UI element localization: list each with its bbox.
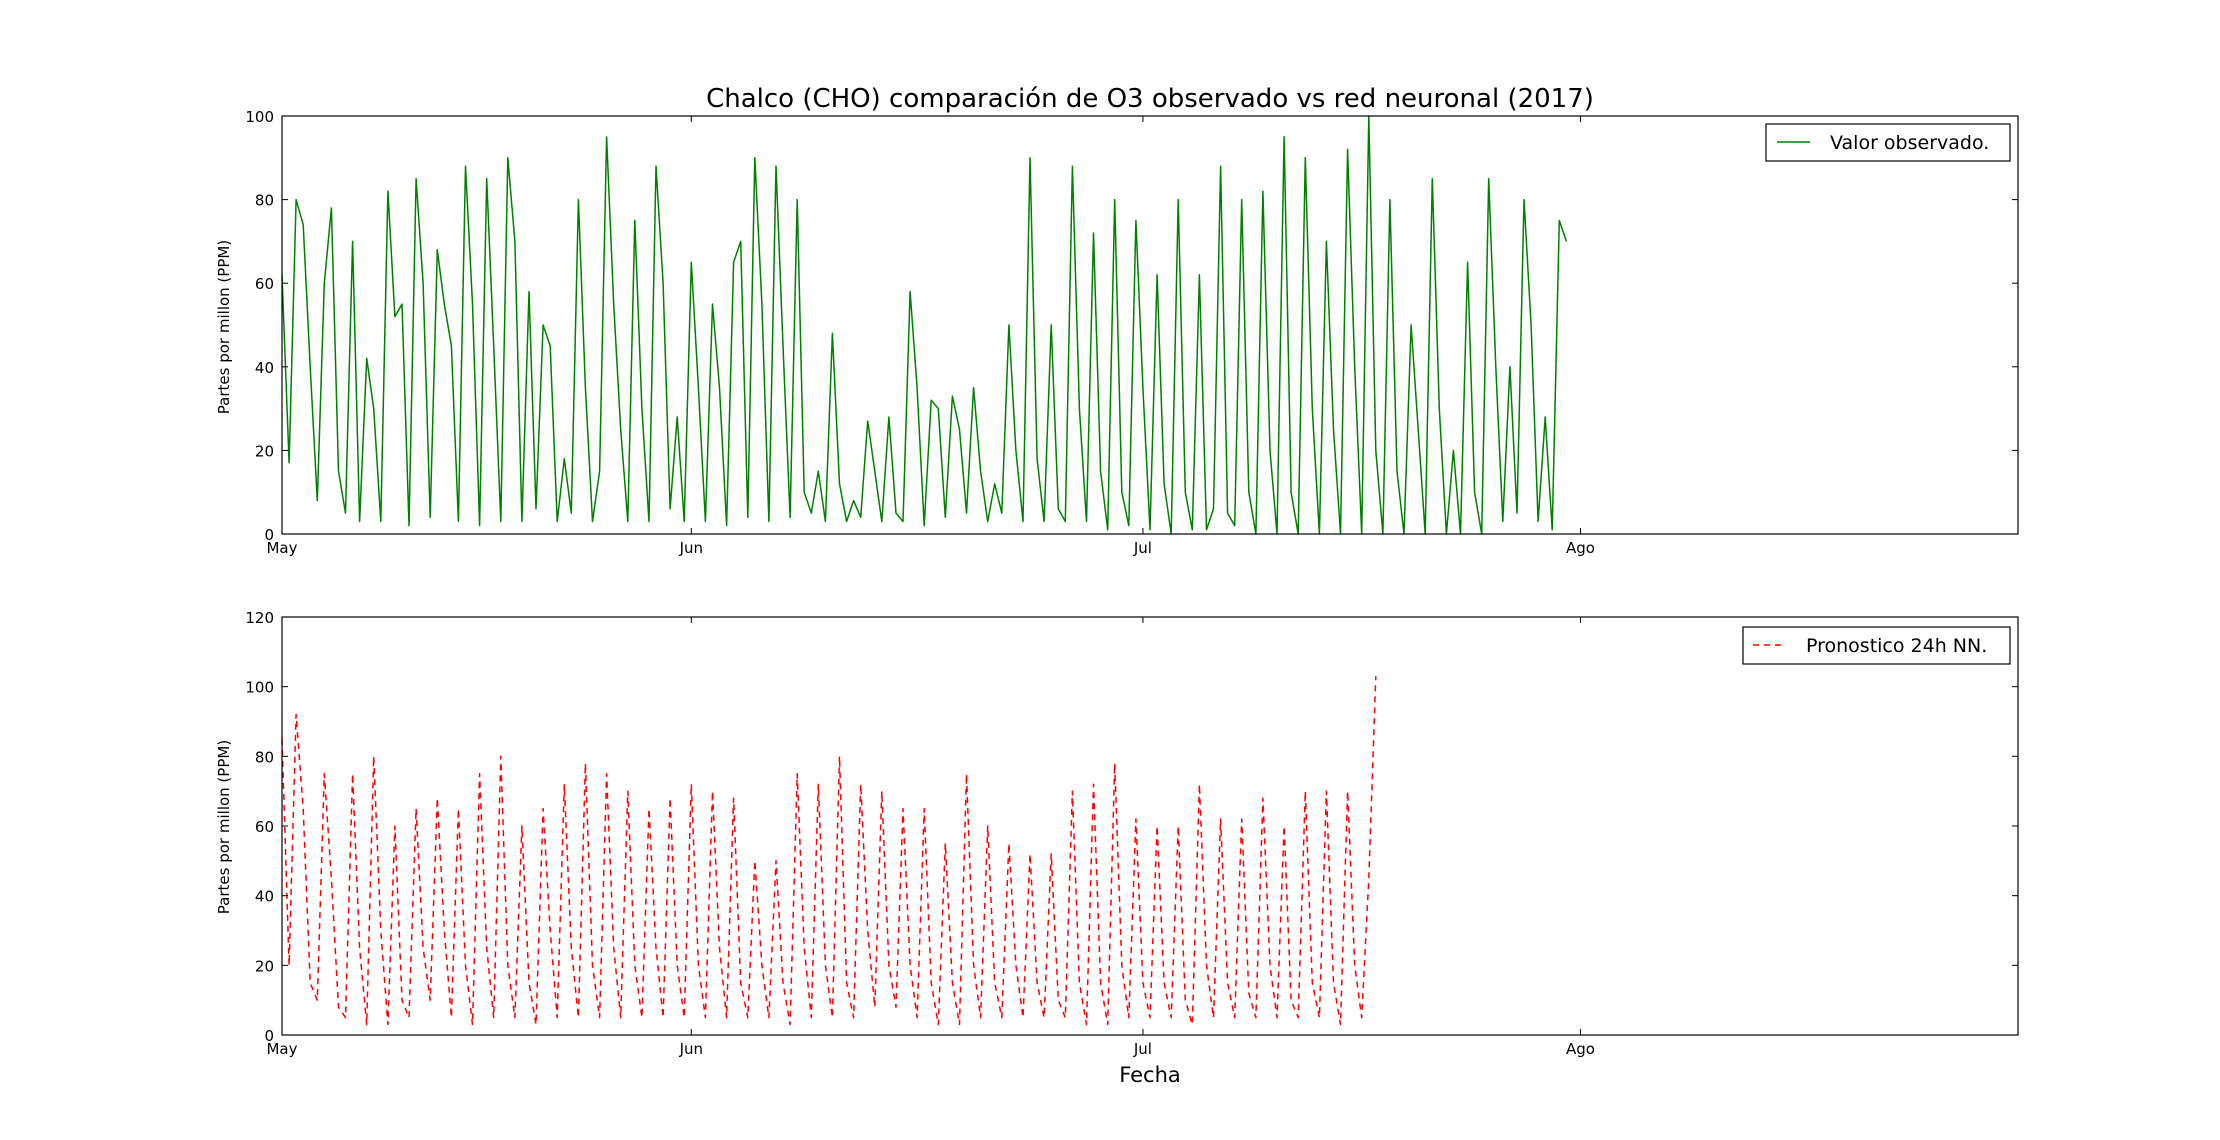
observed-legend-label: Valor observado. <box>1830 132 1989 154</box>
forecast-y-axis-label: Partes por millon (PPM) <box>215 740 233 914</box>
forecast-y-tick-label: 60 <box>255 818 274 836</box>
observed-x-tick-label: Jun <box>679 539 703 557</box>
forecast-y-tick-label: 40 <box>255 888 274 906</box>
forecast-x-tick-label: Jun <box>679 1040 703 1058</box>
forecast-x-tick-label: Ago <box>1566 1040 1595 1058</box>
forecast-y-tick-label: 0 <box>264 1027 274 1045</box>
chart-title: Chalco (CHO) comparación de O3 observado… <box>706 84 1594 114</box>
forecast-legend: Pronostico 24h NN. <box>1742 626 2011 665</box>
observed-x-tick-label: May <box>266 539 297 557</box>
observed-x-tick-label: Ago <box>1566 539 1595 557</box>
observed-plot-area: 0 20 40 60 80 100 May Jun Jul Ago <box>245 108 2019 557</box>
observed-y-tick-label: 100 <box>245 108 274 126</box>
observed-panel: 0 20 40 60 80 100 May Jun Jul Ago Partes por mill… <box>215 108 2019 557</box>
forecast-y-tick-label: 120 <box>245 609 274 627</box>
x-axis-label: Fecha <box>1119 1063 1181 1087</box>
forecast-series-line-0 <box>281 676 1377 1026</box>
observed-y-tick-label: 40 <box>255 359 274 377</box>
observed-y-axis-label: Partes por millon (PPM) <box>215 240 233 414</box>
forecast-y-tick-label: 20 <box>255 957 274 975</box>
observed-y-tick-label: 60 <box>255 275 274 293</box>
observed-legend: Valor observado. <box>1765 123 2011 162</box>
observed-axes-frame <box>281 115 2019 535</box>
forecast-x-tick-label: Jul <box>1133 1040 1152 1058</box>
forecast-y-tick-label: 100 <box>245 679 274 697</box>
forecast-legend-label: Pronostico 24h NN. <box>1806 635 1987 657</box>
observed-y-tick-label: 80 <box>255 192 274 210</box>
forecast-x-tick-label: May <box>266 1040 297 1058</box>
forecast-legend-box <box>1742 626 2011 665</box>
forecast-y-tick-label: 80 <box>255 748 274 766</box>
observed-x-tick-label: Jul <box>1133 539 1152 557</box>
observed-y-tick-label: 20 <box>255 442 274 460</box>
forecast-panel: 0 20 40 60 80 100 120 May Jun Jul Ago Partes por m… <box>215 609 2019 1058</box>
observed-y-tick-label: 0 <box>264 526 274 544</box>
forecast-plot-area: 0 20 40 60 80 100 120 May Jun Jul Ago <box>245 609 2019 1058</box>
observed-series-line-0 <box>281 115 1568 535</box>
